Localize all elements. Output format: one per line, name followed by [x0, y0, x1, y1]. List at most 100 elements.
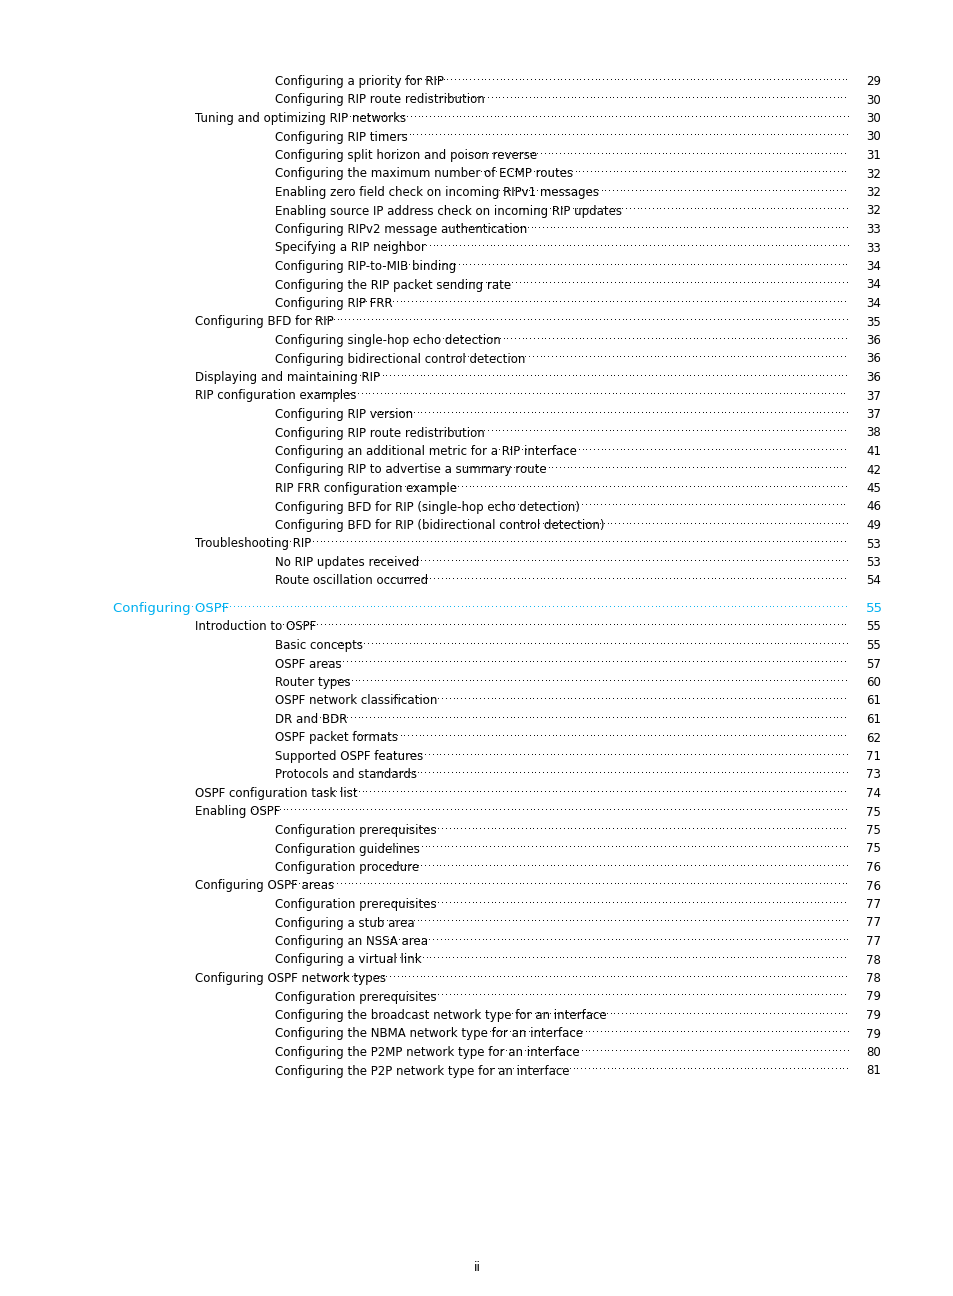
Text: Configuring RIP FRR: Configuring RIP FRR — [274, 297, 393, 310]
Text: 78: 78 — [865, 972, 880, 985]
Text: 79: 79 — [865, 1010, 880, 1023]
Text: 60: 60 — [865, 677, 880, 689]
Text: 32: 32 — [865, 167, 880, 180]
Text: 61: 61 — [865, 695, 880, 708]
Text: Configuring RIP route redistribution: Configuring RIP route redistribution — [274, 426, 484, 439]
Text: ii: ii — [473, 1261, 480, 1274]
Text: Configuring OSPF areas: Configuring OSPF areas — [194, 880, 334, 893]
Text: 55: 55 — [865, 639, 880, 652]
Text: Configuring RIP route redistribution: Configuring RIP route redistribution — [274, 93, 484, 106]
Text: OSPF configuration task list: OSPF configuration task list — [194, 787, 357, 800]
Text: Configuring the RIP packet sending rate: Configuring the RIP packet sending rate — [274, 279, 511, 292]
Text: 42: 42 — [865, 464, 880, 477]
Text: Displaying and maintaining RIP: Displaying and maintaining RIP — [194, 371, 379, 384]
Text: Enabling OSPF: Enabling OSPF — [194, 806, 280, 819]
Text: Configuring split horizon and poison reverse: Configuring split horizon and poison rev… — [274, 149, 537, 162]
Text: Configuring RIP to advertise a summary route: Configuring RIP to advertise a summary r… — [274, 464, 546, 477]
Text: 32: 32 — [865, 205, 880, 218]
Text: 75: 75 — [865, 806, 880, 819]
Text: Configuring single-hop echo detection: Configuring single-hop echo detection — [274, 334, 500, 347]
Text: Configuring the broadcast network type for an interface: Configuring the broadcast network type f… — [274, 1010, 606, 1023]
Text: Configuring a virtual link: Configuring a virtual link — [274, 954, 421, 967]
Text: OSPF areas: OSPF areas — [274, 657, 341, 670]
Text: Introduction to OSPF: Introduction to OSPF — [194, 621, 315, 634]
Text: Configuring OSPF network types: Configuring OSPF network types — [194, 972, 386, 985]
Text: Configuring bidirectional control detection: Configuring bidirectional control detect… — [274, 353, 525, 365]
Text: No RIP updates received: No RIP updates received — [274, 556, 418, 569]
Text: Configuring BFD for RIP: Configuring BFD for RIP — [194, 315, 334, 328]
Text: 61: 61 — [865, 713, 880, 726]
Text: Configuring the NBMA network type for an interface: Configuring the NBMA network type for an… — [274, 1028, 582, 1041]
Text: OSPF network classification: OSPF network classification — [274, 695, 436, 708]
Text: Tuning and optimizing RIP networks: Tuning and optimizing RIP networks — [194, 111, 406, 124]
Text: 33: 33 — [865, 223, 880, 236]
Text: Configuration guidelines: Configuration guidelines — [274, 842, 419, 855]
Text: Route oscillation occurred: Route oscillation occurred — [274, 574, 428, 587]
Text: 55: 55 — [865, 603, 882, 616]
Text: 29: 29 — [865, 75, 880, 88]
Text: Configuring the P2P network type for an interface: Configuring the P2P network type for an … — [274, 1064, 569, 1077]
Text: 75: 75 — [865, 824, 880, 837]
Text: 46: 46 — [865, 500, 880, 513]
Text: Configuring RIP version: Configuring RIP version — [274, 408, 413, 421]
Text: 30: 30 — [865, 131, 880, 144]
Text: 34: 34 — [865, 297, 880, 310]
Text: Configuring BFD for RIP (bidirectional control detection): Configuring BFD for RIP (bidirectional c… — [274, 518, 604, 531]
Text: Configuring a priority for RIP: Configuring a priority for RIP — [274, 75, 443, 88]
Text: 74: 74 — [865, 787, 880, 800]
Text: 49: 49 — [865, 518, 880, 531]
Text: Configuring OSPF: Configuring OSPF — [112, 603, 229, 616]
Text: 34: 34 — [865, 260, 880, 273]
Text: Enabling source IP address check on incoming RIP updates: Enabling source IP address check on inco… — [274, 205, 621, 218]
Text: 62: 62 — [865, 731, 880, 744]
Text: 32: 32 — [865, 187, 880, 200]
Text: Configuring RIP-to-MIB binding: Configuring RIP-to-MIB binding — [274, 260, 456, 273]
Text: Configuration prerequisites: Configuration prerequisites — [274, 898, 436, 911]
Text: 80: 80 — [865, 1046, 880, 1059]
Text: RIP configuration examples: RIP configuration examples — [194, 390, 356, 403]
Text: Configuring a stub area: Configuring a stub area — [274, 916, 415, 929]
Text: 71: 71 — [865, 750, 880, 763]
Text: 41: 41 — [865, 445, 880, 457]
Text: 77: 77 — [865, 898, 880, 911]
Text: 37: 37 — [865, 390, 880, 403]
Text: 79: 79 — [865, 990, 880, 1003]
Text: 36: 36 — [865, 334, 880, 347]
Text: 36: 36 — [865, 371, 880, 384]
Text: DR and BDR: DR and BDR — [274, 713, 347, 726]
Text: 36: 36 — [865, 353, 880, 365]
Text: Configuration prerequisites: Configuration prerequisites — [274, 990, 436, 1003]
Text: 30: 30 — [865, 93, 880, 106]
Text: 81: 81 — [865, 1064, 880, 1077]
Text: 53: 53 — [865, 556, 880, 569]
Text: 55: 55 — [865, 621, 880, 634]
Text: 76: 76 — [865, 880, 880, 893]
Text: OSPF packet formats: OSPF packet formats — [274, 731, 397, 744]
Text: 79: 79 — [865, 1028, 880, 1041]
Text: 34: 34 — [865, 279, 880, 292]
Text: Protocols and standards: Protocols and standards — [274, 769, 416, 781]
Text: 37: 37 — [865, 408, 880, 421]
Text: Configuring the P2MP network type for an interface: Configuring the P2MP network type for an… — [274, 1046, 579, 1059]
Text: Configuring BFD for RIP (single-hop echo detection): Configuring BFD for RIP (single-hop echo… — [274, 500, 579, 513]
Text: RIP FRR configuration example: RIP FRR configuration example — [274, 482, 456, 495]
Text: 77: 77 — [865, 934, 880, 947]
Text: 73: 73 — [865, 769, 880, 781]
Text: 38: 38 — [865, 426, 880, 439]
Text: Troubleshooting RIP: Troubleshooting RIP — [194, 538, 311, 551]
Text: Basic concepts: Basic concepts — [274, 639, 363, 652]
Text: 31: 31 — [865, 149, 880, 162]
Text: 33: 33 — [865, 241, 880, 254]
Text: Enabling zero field check on incoming RIPv1 messages: Enabling zero field check on incoming RI… — [274, 187, 598, 200]
Text: 78: 78 — [865, 954, 880, 967]
Text: Configuring an additional metric for a RIP interface: Configuring an additional metric for a R… — [274, 445, 577, 457]
Text: Configuring the maximum number of ECMP routes: Configuring the maximum number of ECMP r… — [274, 167, 573, 180]
Text: 77: 77 — [865, 916, 880, 929]
Text: Configuration procedure: Configuration procedure — [274, 861, 418, 874]
Text: 57: 57 — [865, 657, 880, 670]
Text: 75: 75 — [865, 842, 880, 855]
Text: 30: 30 — [865, 111, 880, 124]
Text: Specifying a RIP neighbor: Specifying a RIP neighbor — [274, 241, 425, 254]
Text: 53: 53 — [865, 538, 880, 551]
Text: Supported OSPF features: Supported OSPF features — [274, 750, 423, 763]
